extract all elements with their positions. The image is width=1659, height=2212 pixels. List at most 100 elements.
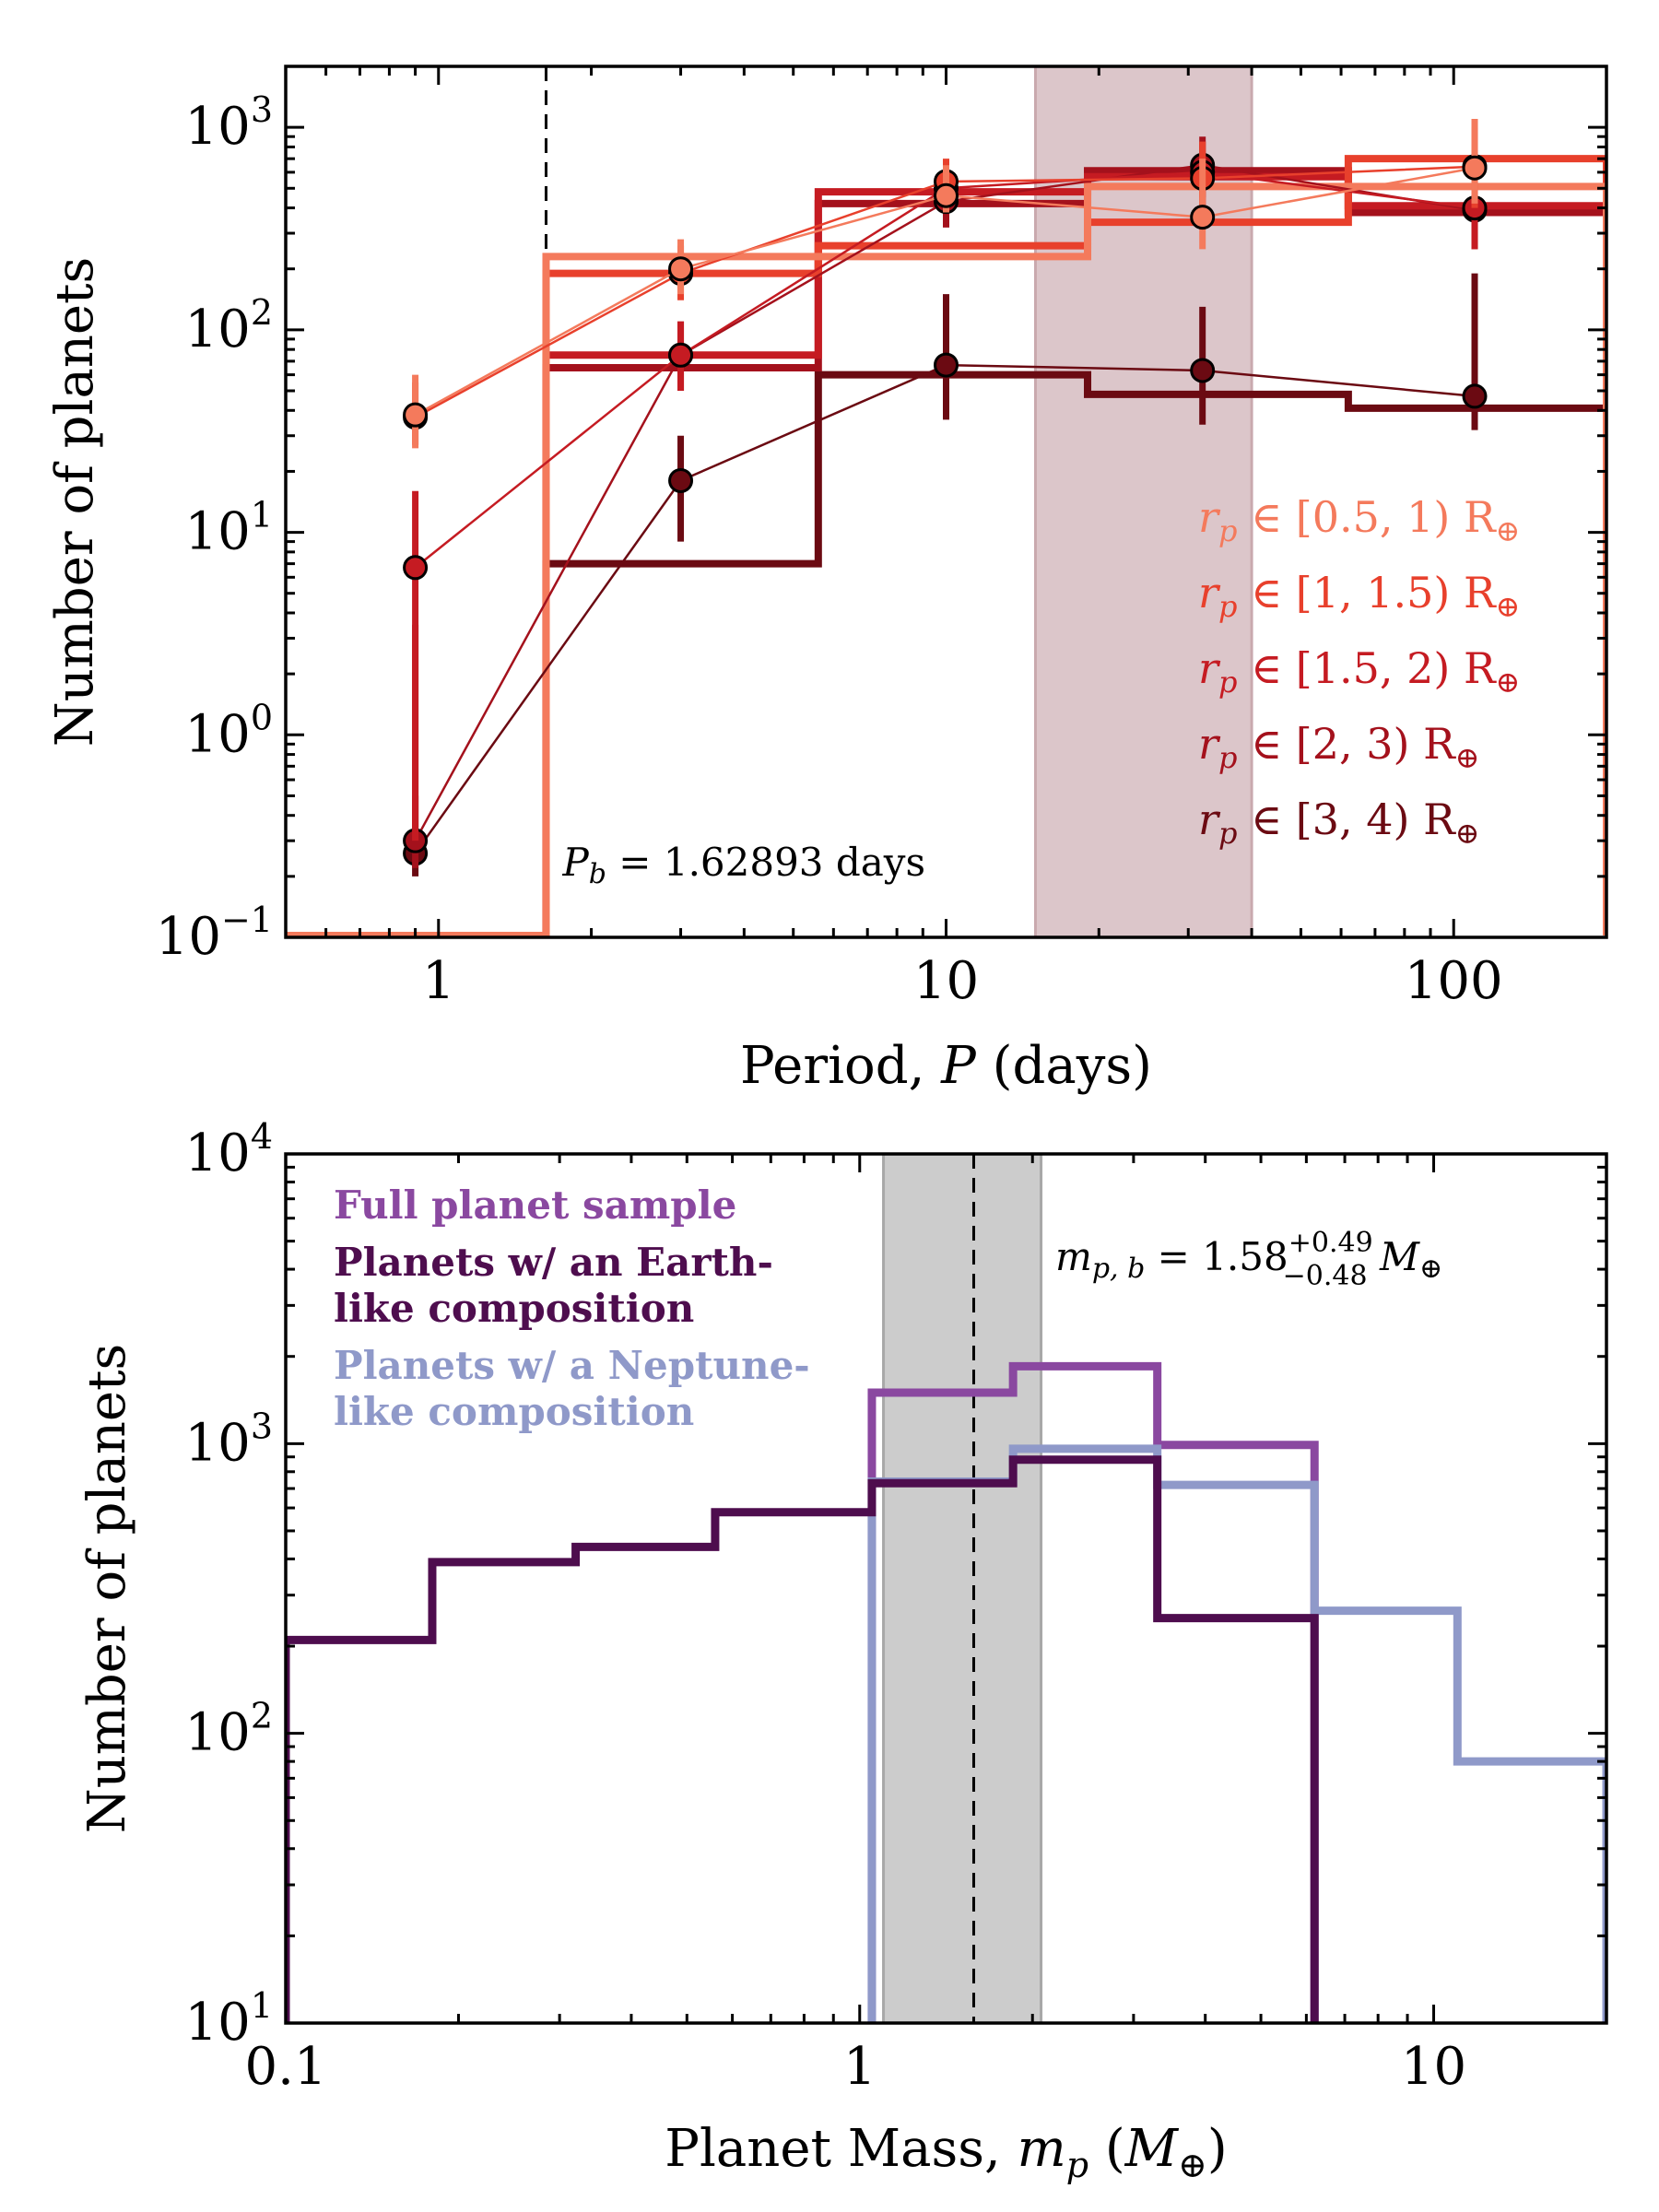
y-tick-exponent: 4: [251, 1116, 273, 1157]
legend-range: ∈ [1, 1.5) R: [1237, 568, 1496, 618]
y-tick-base: 10: [185, 1124, 251, 1183]
annot-value: = 1.58: [1145, 1234, 1288, 1279]
mass-histogram-0: [867, 1361, 1319, 2023]
legend-earth: ⊕: [1455, 816, 1480, 851]
annot-sup-err: +0.49: [1288, 1227, 1373, 1259]
y-tick-base: 10: [156, 907, 221, 967]
y-tick-base: 10: [185, 1703, 251, 1763]
data-point: [1190, 358, 1216, 383]
x-tick-label: 100: [1405, 951, 1503, 1011]
legend-sub-p: p: [1218, 589, 1237, 624]
period-x-label: Period, P (days): [740, 1036, 1152, 1096]
y-tick-base: 10: [185, 97, 251, 157]
x-tick-label: 10: [1401, 2037, 1466, 2097]
legend-entry-4: rp ∈ [3, 4) R⊕: [1198, 794, 1480, 851]
legend-sub-p: p: [1218, 665, 1237, 700]
x-tick-label: 1: [422, 951, 455, 1011]
period-line-label: Pb = 1.62893 days: [561, 840, 925, 890]
y-tick-base: 10: [185, 1413, 251, 1473]
mass-legend-entry-1: Planets w/ an Earth-: [334, 1240, 773, 1285]
x-tick-label: 10: [913, 951, 979, 1011]
series-0: [403, 119, 1488, 449]
legend-r: r: [1198, 492, 1221, 542]
y-tick-exponent: 1: [251, 495, 273, 535]
legend-entry-1: rp ∈ [1, 1.5) R⊕: [1198, 568, 1520, 624]
x-tick-label: 1: [843, 2037, 877, 2097]
period-plot-area: [286, 66, 1606, 937]
mass-legend-entry-2: Planets w/ a Neptune-: [334, 1343, 810, 1388]
data-point: [934, 182, 959, 208]
y-tick-exponent: 2: [251, 1696, 273, 1736]
y-tick-label: 104: [185, 1116, 273, 1183]
mass-y-label: Number of planets: [77, 1344, 137, 1834]
y-tick-exponent: 3: [251, 1406, 273, 1446]
legend-r: r: [1198, 643, 1221, 693]
data-point: [668, 342, 694, 368]
mass-legend-entry-2: like composition: [334, 1389, 694, 1434]
x-label-italic: M: [1124, 2119, 1180, 2179]
label-rest: = 1.62893 days: [606, 840, 925, 885]
mass-annotation: mp, b = 1.58+0.49 −0.48 M⊕: [1055, 1227, 1442, 1292]
x-label-sub: ⊕: [1178, 2145, 1207, 2185]
y-tick-exponent: 2: [251, 292, 273, 333]
histogram-0: [286, 182, 1606, 937]
legend-r: r: [1198, 719, 1221, 769]
x-label-part: Planet Mass,: [665, 2119, 1017, 2179]
y-tick-label: 102: [185, 1696, 273, 1763]
y-tick-base: 10: [185, 704, 251, 764]
legend-earth: ⊕: [1496, 513, 1521, 548]
legend-range: ∈ [3, 4) R: [1237, 794, 1456, 844]
legend-earth: ⊕: [1496, 589, 1521, 624]
annot-unit-sub: ⊕: [1419, 1253, 1442, 1285]
y-tick-base: 10: [185, 502, 251, 562]
y-tick-label: 102: [185, 292, 273, 359]
data-point: [1462, 383, 1488, 409]
x-label-sub: p: [1066, 2145, 1088, 2185]
legend-r: r: [1198, 794, 1221, 844]
legend-earth: ⊕: [1496, 665, 1521, 700]
period-ticks: [284, 65, 1608, 939]
x-label-part: Period,: [740, 1036, 941, 1096]
legend-sub-p: p: [1218, 816, 1237, 851]
y-tick-exponent: 3: [251, 89, 273, 130]
y-tick-exponent: 1: [251, 1985, 273, 2026]
x-tick-label: 0.1: [244, 2037, 326, 2097]
period-y-label: Number of planets: [45, 257, 105, 747]
x-label-italic: P: [940, 1036, 977, 1096]
y-tick-base: 10: [185, 1993, 251, 2053]
y-tick-label: 103: [185, 89, 273, 157]
legend-sub-p: p: [1218, 740, 1237, 775]
mass-frame: [284, 1152, 1608, 2025]
y-tick-label: 101: [185, 495, 273, 562]
data-point: [1190, 205, 1216, 230]
data-point: [668, 467, 694, 493]
annot-sub-err: −0.48: [1283, 1260, 1368, 1292]
mass-histogram-1: [286, 1455, 1319, 2023]
y-tick-label: 101: [185, 1985, 273, 2053]
y-tick-label: 10−1: [156, 900, 273, 967]
mass-legend-entry-1: like composition: [334, 1286, 694, 1331]
legend-earth: ⊕: [1455, 740, 1480, 775]
data-point: [403, 402, 429, 428]
legend-range: ∈ [1.5, 2) R: [1237, 643, 1496, 693]
data-point: [403, 555, 429, 581]
legend-entry-2: rp ∈ [1.5, 2) R⊕: [1198, 643, 1520, 700]
data-point: [934, 352, 959, 378]
y-tick-label: 103: [185, 1406, 273, 1473]
annot-sub: p, b: [1092, 1253, 1145, 1285]
data-point: [668, 256, 694, 282]
annot-m: m: [1055, 1234, 1092, 1279]
x-label-part: (: [1088, 2119, 1125, 2179]
label-sub: b: [589, 858, 606, 890]
x-label-italic: m: [1018, 2119, 1066, 2179]
label-italic: P: [561, 840, 589, 885]
x-label-part: ): [1207, 2119, 1228, 2179]
y-tick-label: 100: [185, 697, 273, 764]
legend-entry-0: rp ∈ [0.5, 1) R⊕: [1198, 492, 1520, 548]
data-point: [1462, 155, 1488, 181]
y-tick-base: 10: [185, 300, 251, 359]
annot-unit: M: [1368, 1234, 1420, 1279]
legend-sub-p: p: [1218, 513, 1237, 548]
